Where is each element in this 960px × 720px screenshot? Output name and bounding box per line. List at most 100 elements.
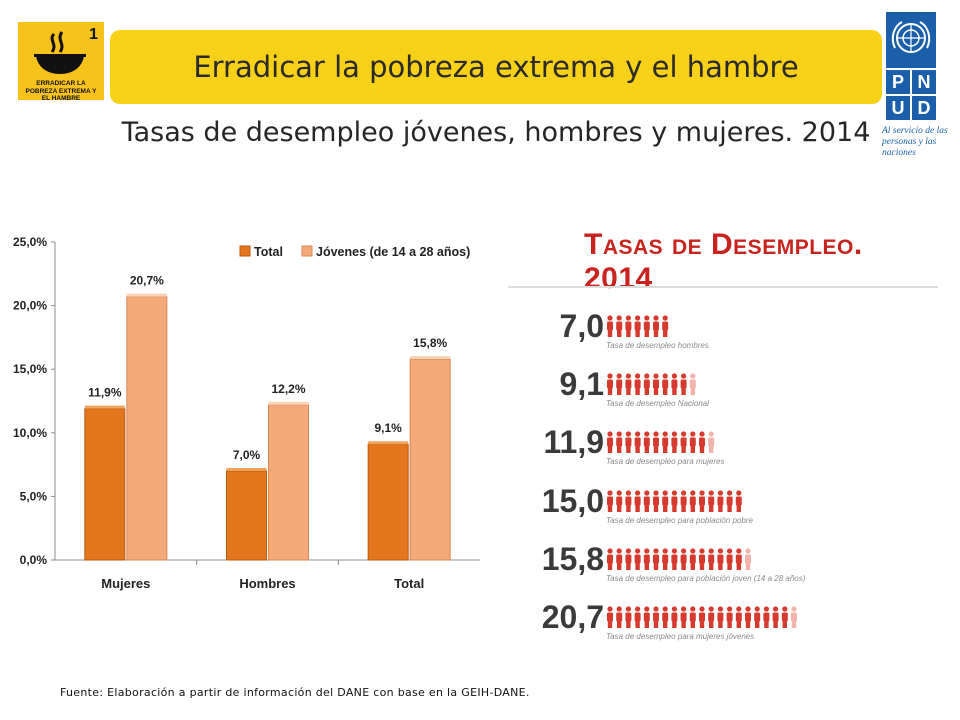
bowl-icon xyxy=(34,31,86,74)
data-label: 9,1% xyxy=(374,421,402,435)
person-icon xyxy=(671,606,678,628)
person-icon xyxy=(607,606,613,628)
person-icon xyxy=(671,373,678,395)
data-label: 11,9% xyxy=(88,386,122,400)
person-icon xyxy=(680,548,687,570)
bar-top-face xyxy=(410,356,451,360)
infographic-row: 20,7 Tasa de desempleo para mujeres jóven… xyxy=(508,599,938,655)
person-icon xyxy=(735,490,742,512)
person-icon xyxy=(653,606,659,628)
person-icon xyxy=(653,548,659,570)
infographic-row: 11,9 Tasa de desempleo para mujeres xyxy=(508,424,938,480)
person-icon xyxy=(634,315,641,337)
bar-top-face xyxy=(268,401,309,405)
person-icon xyxy=(671,548,678,570)
infographic-caption: Tasa de desempleo hombres xyxy=(606,341,709,350)
person-icon xyxy=(781,606,788,628)
person-icon xyxy=(662,548,669,570)
bar-jovenes xyxy=(126,296,168,561)
person-icon xyxy=(699,490,705,512)
person-icon xyxy=(717,490,724,512)
people-pictogram xyxy=(607,606,797,628)
infographic-caption: Tasa de desempleo para mujeres jóvenes xyxy=(606,632,755,641)
person-icon xyxy=(625,431,632,453)
person-icon xyxy=(735,548,742,570)
x-tick-label: Mujeres xyxy=(101,576,150,591)
person-icon xyxy=(653,490,659,512)
person-icon xyxy=(607,490,613,512)
person-icon xyxy=(689,490,696,512)
person-icon-partial xyxy=(745,548,751,570)
bar-jovenes xyxy=(409,358,451,561)
person-icon xyxy=(653,315,659,337)
undp-letter: U xyxy=(886,96,910,120)
person-icon xyxy=(708,606,715,628)
person-icon xyxy=(717,548,724,570)
person-icon xyxy=(625,548,632,570)
infographic-rate: 15,0 xyxy=(541,483,604,519)
person-icon xyxy=(680,606,687,628)
slide-subtitle: Tasas de desempleo jóvenes, hombres y mu… xyxy=(121,117,871,148)
bar-total xyxy=(226,470,267,561)
person-icon xyxy=(625,315,632,337)
infographic-rate: 9,1 xyxy=(559,366,604,402)
infographic-rate: 11,9 xyxy=(543,424,604,460)
person-icon xyxy=(726,606,733,628)
mdg-goal-logo: 1 ERRADICAR LA POBREZA EXTREMA Y EL HAMB… xyxy=(18,22,104,102)
y-tick-label: 15,0% xyxy=(13,362,47,376)
person-icon xyxy=(616,315,623,337)
person-icon xyxy=(689,606,696,628)
person-icon xyxy=(634,490,641,512)
person-icon xyxy=(708,548,715,570)
person-icon xyxy=(607,548,613,570)
infographic-rate: 7,0 xyxy=(559,308,604,344)
unemployment-bar-chart: 0,0% 5,0% 10,0% 15,0% 20,0% 25,0% Mujeres 11,9%… xyxy=(0,222,495,612)
data-label: 7,0% xyxy=(233,448,261,462)
y-tick-label: 20,0% xyxy=(13,299,47,313)
person-icon xyxy=(616,431,623,453)
people-pictogram xyxy=(607,431,715,453)
person-icon xyxy=(726,490,733,512)
infographic-title: Tasas de Desempleo. 2014 xyxy=(584,228,863,295)
person-icon xyxy=(634,373,641,395)
person-icon xyxy=(643,490,650,512)
infographic-caption: Tasa de desempleo para población joven (… xyxy=(606,574,806,583)
person-icon xyxy=(699,431,705,453)
person-icon xyxy=(616,606,623,628)
person-icon xyxy=(643,315,650,337)
infographic-caption: Tasa de desempleo para población pobre xyxy=(606,516,753,525)
person-icon xyxy=(616,490,623,512)
data-label: 15,8% xyxy=(413,336,447,350)
source-footnote: Fuente: Elaboración a partir de informac… xyxy=(60,686,530,699)
bar-total xyxy=(84,408,126,561)
person-icon xyxy=(680,490,687,512)
person-icon xyxy=(671,431,678,453)
y-tick-label: 10,0% xyxy=(13,426,47,440)
bar-jovenes xyxy=(268,404,309,561)
person-icon xyxy=(708,490,715,512)
person-icon xyxy=(699,606,705,628)
person-icon xyxy=(643,373,650,395)
person-icon xyxy=(616,373,623,395)
mdg-goal-caption: ERRADICAR LA POBREZA EXTREMA Y EL HAMBRE xyxy=(25,80,97,102)
legend-swatch xyxy=(301,245,313,257)
person-icon xyxy=(671,490,678,512)
y-tick-label: 0,0% xyxy=(20,553,48,567)
mdg-goal-number: 1 xyxy=(89,26,98,43)
x-tick-label: Total xyxy=(394,576,424,591)
person-icon xyxy=(689,548,696,570)
person-icon xyxy=(607,431,613,453)
person-icon xyxy=(634,431,641,453)
person-icon xyxy=(717,606,724,628)
infographic-caption: Tasa de desempleo Nacional xyxy=(606,399,709,408)
person-icon-partial xyxy=(689,373,696,395)
banner-title: Erradicar la pobreza extrema y el hambre xyxy=(193,50,799,84)
person-icon xyxy=(616,548,623,570)
person-icon xyxy=(625,373,632,395)
infographic-rate: 15,8 xyxy=(541,541,604,577)
infographic-rate: 20,7 xyxy=(541,599,604,635)
people-pictogram xyxy=(607,548,751,570)
undp-tagline: Al servicio de las personas y las nacion… xyxy=(882,126,948,158)
person-icon xyxy=(680,373,687,395)
people-pictogram xyxy=(607,315,669,337)
